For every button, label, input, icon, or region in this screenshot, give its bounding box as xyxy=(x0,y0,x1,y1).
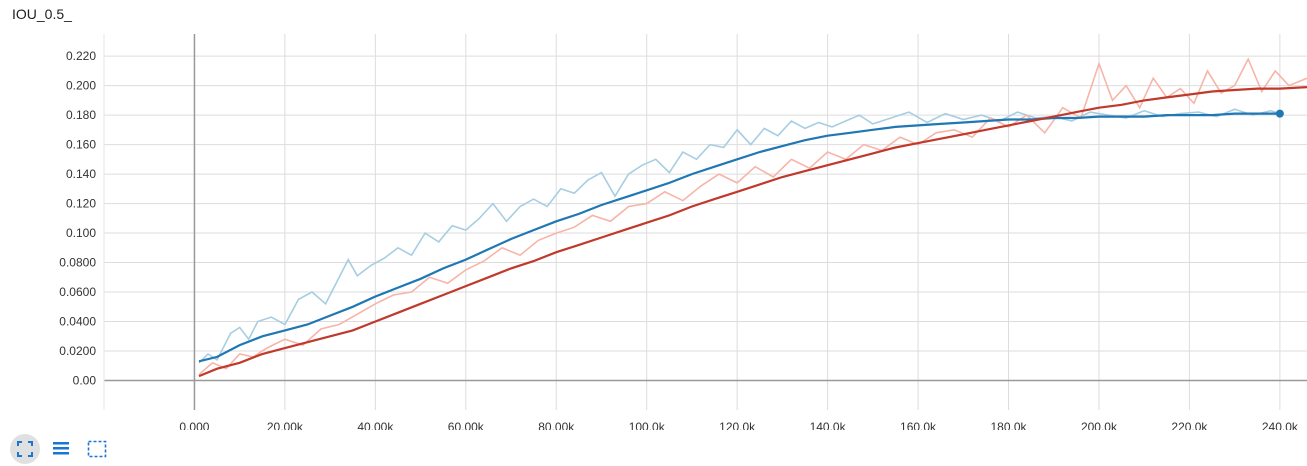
fit-domain-button[interactable] xyxy=(10,434,40,464)
y-tick-label: 0.00 xyxy=(73,374,97,388)
y-tick-label: 0.0400 xyxy=(59,315,96,329)
fit-to-data-icon xyxy=(17,441,33,457)
x-tick-label: 240.0k xyxy=(1262,420,1299,430)
y-tick-label: 0.200 xyxy=(66,79,96,93)
toggle-log-scale-button[interactable] xyxy=(46,434,76,464)
smoothed-series-lines xyxy=(198,86,1307,378)
y-tick-label: 0.0200 xyxy=(59,344,96,358)
expand-chart-button[interactable] xyxy=(82,434,112,464)
raw-series-line-2 xyxy=(198,57,1307,376)
y-tick-label: 0.140 xyxy=(66,167,96,181)
x-tick-label: 40.00k xyxy=(357,420,394,430)
y-tick-label: 0.160 xyxy=(66,138,96,152)
series-end-markers xyxy=(1275,109,1284,118)
x-tick-label: 60.00k xyxy=(448,420,485,430)
chart-title: IOU_0.5_ xyxy=(12,6,72,22)
smoothed-series-line-2[interactable] xyxy=(198,86,1307,378)
axes xyxy=(103,34,1307,410)
x-tick-label: 120.0k xyxy=(719,420,756,430)
y-tick-label: 0.220 xyxy=(66,49,96,63)
y-tick-label: 0.0800 xyxy=(59,256,96,270)
x-tick-label: 220.0k xyxy=(1171,420,1208,430)
y-tick-label: 0.0600 xyxy=(59,285,96,299)
line-chart[interactable]: 0.000 20.00k 40.00k 60.00k 80.00k 100.0k 120.0… xyxy=(0,0,1307,430)
y-tick-label: 0.120 xyxy=(66,197,96,211)
list-lines-icon xyxy=(53,442,69,455)
x-tick-label: 140.0k xyxy=(810,420,847,430)
y-axis-ticks: 0.00 0.0200 0.0400 0.0600 0.0800 0.100 0.120 0.… xyxy=(59,49,96,387)
x-tick-label: 100.0k xyxy=(629,420,666,430)
x-axis-ticks: 0.000 20.00k 40.00k 60.00k 80.00k 100.0k 120.0… xyxy=(179,420,1298,430)
x-tick-label: 180.0k xyxy=(990,420,1027,430)
smoothed-series-line-1[interactable] xyxy=(198,112,1280,363)
x-tick-label: 20.00k xyxy=(267,420,304,430)
y-tick-label: 0.180 xyxy=(66,108,96,122)
dashed-box-icon xyxy=(87,440,107,458)
chart-toolbar xyxy=(10,434,112,464)
raw-series-lines xyxy=(198,57,1307,376)
series-1-end-marker[interactable] xyxy=(1275,109,1284,118)
x-tick-label: 200.0k xyxy=(1081,420,1118,430)
x-tick-label: 160.0k xyxy=(900,420,937,430)
y-tick-label: 0.100 xyxy=(66,226,96,240)
x-tick-label: 80.00k xyxy=(538,420,575,430)
grid-lines xyxy=(104,34,1307,410)
x-tick-label: 0.000 xyxy=(179,420,209,430)
raw-series-line-1 xyxy=(198,108,1281,364)
